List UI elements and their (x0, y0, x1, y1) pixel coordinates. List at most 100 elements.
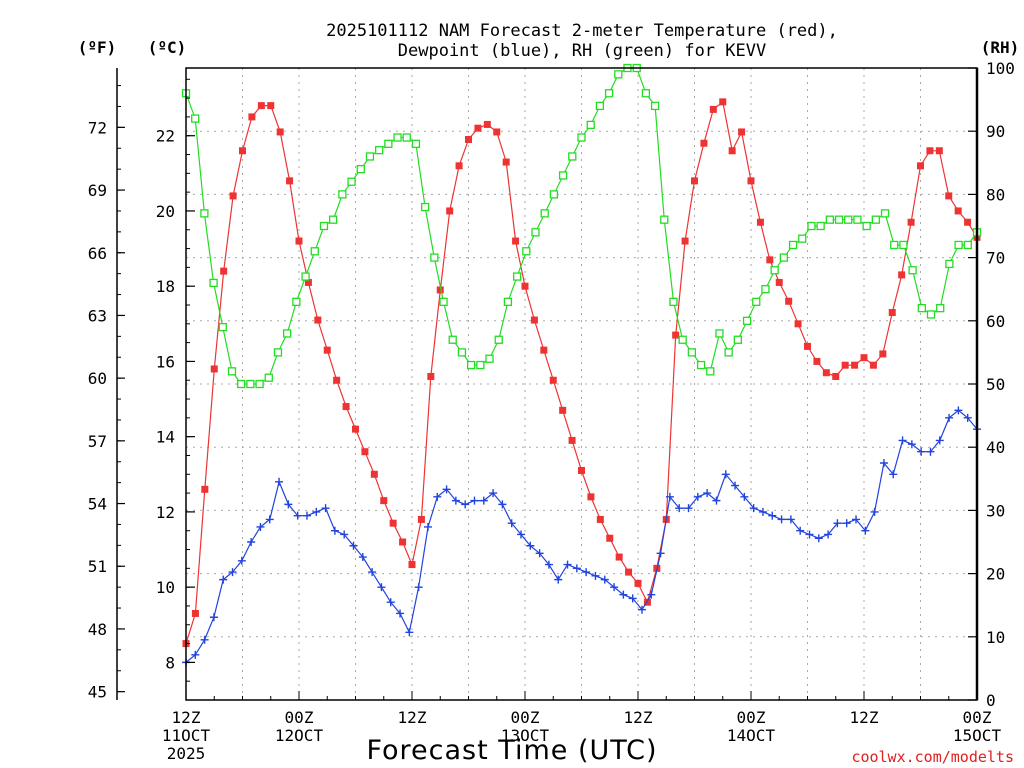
temperature-point (304, 278, 312, 286)
fahrenheit-tick-label: 48 (88, 620, 107, 639)
temperature-point (766, 256, 774, 264)
dewpoint-point (731, 481, 740, 490)
rh-point (963, 240, 972, 250)
dewpoint-point (870, 507, 879, 516)
temperature-point (879, 350, 887, 358)
rh-point (954, 240, 963, 250)
rh-point (503, 297, 513, 306)
temperature-point (417, 515, 425, 523)
dewpoint-point (396, 609, 405, 618)
rh-point (485, 354, 494, 363)
rh-point (890, 240, 899, 250)
temperature-point (191, 609, 199, 617)
rh-point (945, 259, 954, 269)
dewpoint-point (805, 530, 814, 539)
rh-point (687, 348, 697, 357)
rh-point (466, 360, 476, 370)
dewpoint-point (647, 590, 656, 599)
dewpoint-point (535, 549, 544, 558)
fahrenheit-unit-label: (ºF) (78, 38, 117, 57)
temperature-point (465, 135, 472, 143)
series-line-2-meter-temperature (185, 100, 978, 644)
temperature-point (926, 147, 934, 155)
dewpoint-point (284, 500, 293, 509)
rh-tick-label: 50 (986, 375, 1005, 394)
rh-point (678, 335, 687, 344)
dewpoint-point (386, 598, 395, 607)
rh-point (917, 304, 926, 313)
rh-tick-label: 30 (986, 501, 1005, 520)
celsius-tick-label: 12 (156, 503, 175, 522)
dewpoint-point (842, 519, 851, 528)
temperature-point (540, 346, 548, 354)
fahrenheit-tick-label: 66 (88, 244, 107, 263)
dewpoint-point (721, 470, 730, 479)
x-tick-label: 00Z (737, 708, 766, 727)
temperature-point (738, 128, 746, 136)
dewpoint-point (712, 496, 721, 505)
temperature-point (935, 147, 943, 155)
rh-point (880, 209, 890, 218)
rh-point (246, 379, 255, 389)
x-tick-label: 14OCT (727, 726, 776, 745)
dewpoint-point (619, 590, 628, 599)
temperature-point (333, 376, 341, 384)
dewpoint-point (209, 613, 218, 622)
fahrenheit-tick-label: 54 (88, 495, 107, 514)
temperature-point (361, 448, 369, 456)
dewpoint-point (814, 534, 823, 543)
rh-point (457, 348, 467, 357)
rh-point (696, 360, 706, 370)
temperature-point (446, 207, 454, 215)
rh-point (926, 310, 936, 319)
rh-point (706, 367, 715, 376)
temperature-point (625, 568, 633, 576)
rh-point (853, 215, 862, 224)
temperature-point (493, 128, 501, 136)
x-tick-label: 12Z (850, 708, 879, 727)
rh-point (218, 322, 227, 332)
temperature-point (502, 158, 510, 166)
temperature-point (898, 271, 906, 279)
dewpoint-point (433, 492, 442, 501)
dewpoint-point (489, 489, 498, 498)
dewpoint-point (945, 413, 954, 422)
rh-point (908, 266, 917, 275)
plot-area (181, 63, 982, 667)
rh-point (512, 272, 522, 281)
x-tick-label: 12Z (624, 708, 653, 727)
temperature-point (436, 286, 444, 294)
temperature-point (681, 237, 689, 245)
dewpoint-point (461, 500, 470, 509)
temperature-point (691, 177, 698, 185)
temperature-point (521, 282, 529, 290)
fahrenheit-tick-label: 63 (88, 306, 107, 325)
rh-point (301, 272, 310, 281)
rh-tick-label: 40 (986, 438, 1005, 457)
rh-point (338, 190, 347, 199)
fahrenheit-tick-label: 72 (88, 118, 107, 137)
temperature-point (747, 177, 755, 185)
rh-point (273, 348, 283, 357)
celsius-tick-label: 8 (165, 653, 175, 672)
temperature-point (389, 519, 397, 527)
temperature-point (549, 376, 557, 384)
temperature-point (917, 162, 924, 170)
temperature-point (474, 124, 482, 132)
temperature-point (907, 218, 915, 226)
rh-point (733, 335, 743, 344)
dewpoint-point (256, 522, 265, 531)
dewpoint-point (302, 511, 311, 520)
series-line-dewpoint (185, 409, 978, 663)
rh-point (816, 221, 825, 231)
rh-point (577, 133, 586, 142)
dewpoint-point (507, 519, 516, 528)
dewpoint-point (228, 568, 237, 577)
dewpoint-point (600, 575, 609, 584)
temperature-point (964, 218, 972, 226)
temperature-point (615, 553, 623, 561)
celsius-unit-label: (ºC) (148, 38, 187, 57)
rh-point (200, 209, 209, 218)
celsius-tick-label: 18 (156, 277, 175, 296)
temperature-point (804, 342, 811, 350)
